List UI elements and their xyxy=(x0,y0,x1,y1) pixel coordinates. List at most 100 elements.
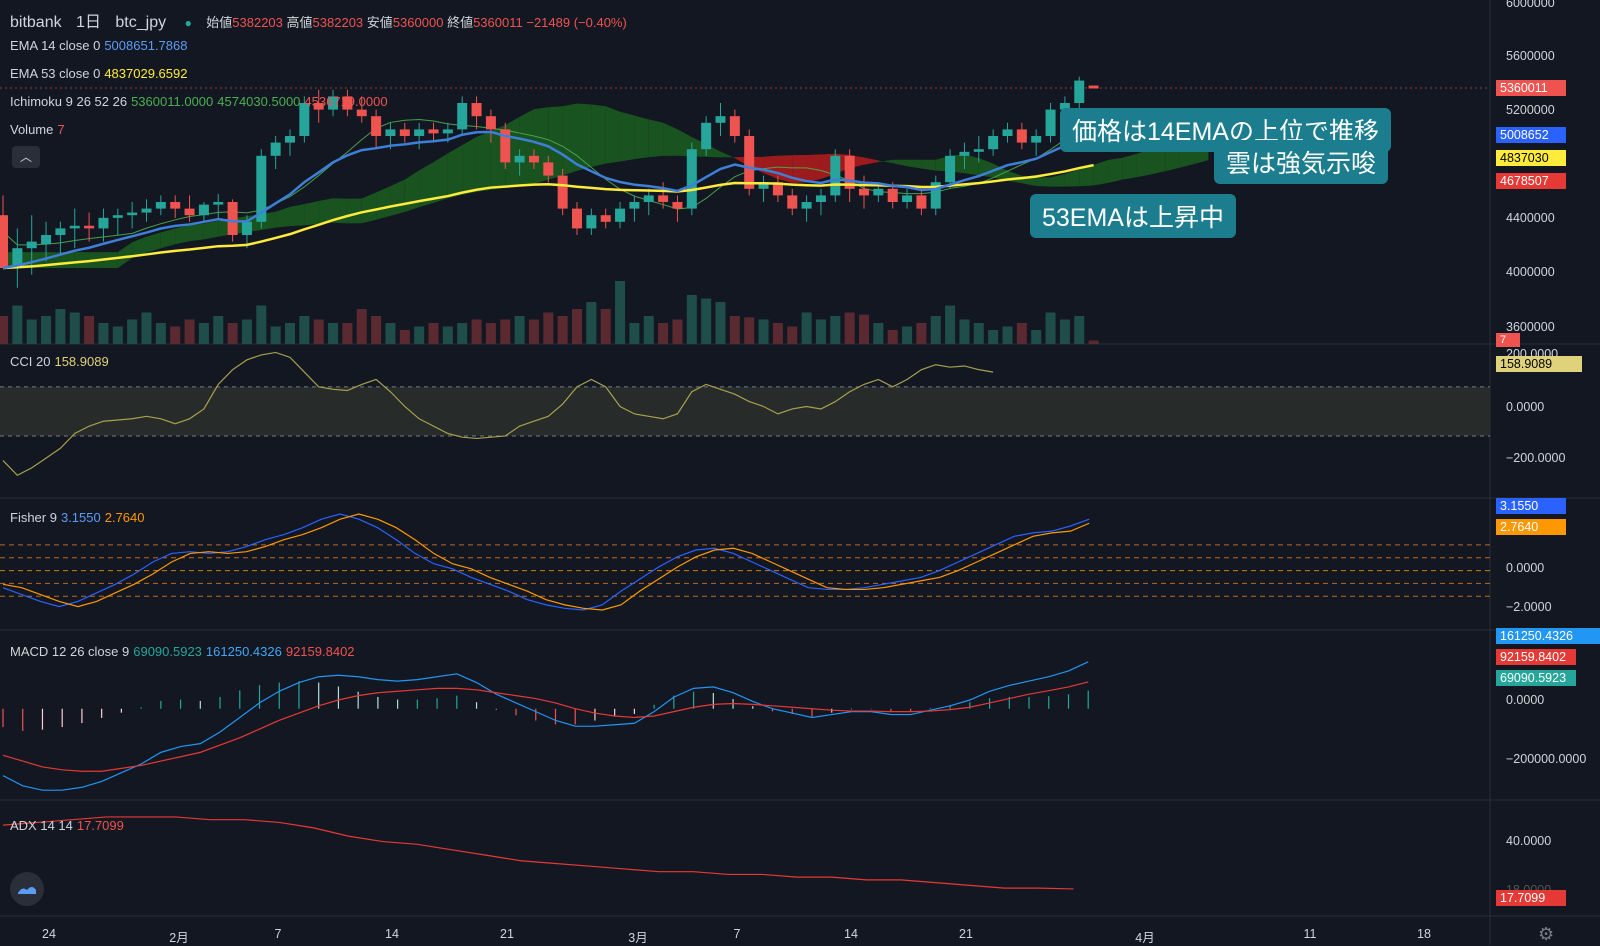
ichimoku-cloud-segment xyxy=(1122,153,1137,180)
collapse-legend-button[interactable]: ︿ xyxy=(12,146,40,168)
volume-bar xyxy=(686,295,697,344)
candle-body xyxy=(256,155,267,222)
ichimoku-cloud-segment xyxy=(1079,164,1094,187)
macd-signal-line xyxy=(2,681,1089,772)
time-axis-label: 2月 xyxy=(169,931,189,945)
time-axis-label: 11 xyxy=(1303,927,1317,941)
cci-band xyxy=(0,386,1490,436)
legend-ema14[interactable]: EMA 14 close 0 5008651.7868 xyxy=(10,38,188,53)
candle-body xyxy=(457,103,468,130)
ichimoku-cloud-segment xyxy=(577,103,592,171)
ichimoku-cloud-segment xyxy=(189,223,204,242)
volume-bar xyxy=(170,326,181,344)
volume-bar xyxy=(184,319,195,344)
legend-ema53[interactable]: EMA 53 close 0 4837029.6592 xyxy=(10,66,188,81)
symbol-name[interactable]: btc_jpy xyxy=(115,14,167,31)
time-axis-label: 18 xyxy=(1417,927,1431,941)
volume-bar xyxy=(701,298,712,344)
macd-line xyxy=(2,661,1089,791)
ichimoku-cloud-segment xyxy=(519,109,534,186)
candle-body xyxy=(170,202,181,209)
candle-body xyxy=(328,96,339,110)
candle-body xyxy=(902,195,913,202)
ichimoku-cloud-segment xyxy=(1064,169,1080,187)
market-status-icon: ● xyxy=(184,16,192,30)
volume-tag: 7 xyxy=(1496,333,1520,347)
candle-body xyxy=(1031,136,1042,143)
legend-ichimoku[interactable]: Ichimoku 9 26 52 26 5360011.0000 4574030.5… xyxy=(10,94,388,109)
fisher-trigger-line xyxy=(2,513,1090,611)
annotation-cloud-bullish[interactable]: 雲は強気示唆 xyxy=(1214,140,1389,184)
ichimoku-cloud-segment xyxy=(1107,157,1123,183)
candle-body xyxy=(1059,103,1070,110)
candle-body xyxy=(715,116,726,123)
candle-body xyxy=(930,182,941,209)
macd-signal-tag: 92159.8402 xyxy=(1496,649,1576,665)
volume-bar xyxy=(414,326,425,344)
candle-body xyxy=(1002,129,1013,136)
ichimoku-cloud-segment xyxy=(419,162,434,208)
fisher-value-tag: 3.1550 xyxy=(1496,498,1566,514)
ichimoku-cloud-segment xyxy=(864,157,879,165)
tradingview-logo-icon[interactable] xyxy=(10,872,44,906)
cci-value-tag: 158.9089 xyxy=(1496,356,1582,372)
adx-value-tag: 17.7099 xyxy=(1496,890,1566,906)
ichimoku-cloud-segment xyxy=(562,103,577,176)
volume-bar xyxy=(241,319,252,344)
ichimoku-cloud-segment xyxy=(318,198,334,224)
candle-body xyxy=(1045,109,1056,136)
candle-body xyxy=(371,116,382,136)
annotation-ema53-rising[interactable]: 53EMAは上昇中 xyxy=(1030,194,1236,238)
volume-bar xyxy=(428,323,439,344)
candle-body xyxy=(629,202,640,209)
volume-bar xyxy=(859,314,869,344)
volume-bar xyxy=(815,319,826,344)
legend-adx[interactable]: ADX 14 14 17.7099 xyxy=(10,818,124,833)
candle-body xyxy=(615,208,626,222)
volume-bar xyxy=(1074,316,1085,344)
fisher-line xyxy=(2,513,1090,611)
volume-bar xyxy=(557,316,568,344)
ichimoku-cloud-segment xyxy=(792,155,807,183)
volume-bar xyxy=(844,312,855,344)
candle-body xyxy=(285,136,295,143)
adx-axis-label: 40.0000 xyxy=(1506,834,1552,848)
volume-bar xyxy=(141,312,152,344)
legend-volume[interactable]: Volume 7 xyxy=(10,122,65,137)
legend-cci[interactable]: CCI 20 158.9089 xyxy=(10,354,109,369)
candle-body xyxy=(686,149,697,209)
volume-bar xyxy=(471,319,482,344)
volume-bar xyxy=(930,316,941,344)
candle-body xyxy=(485,116,496,130)
ichimoku-cloud-segment xyxy=(290,204,305,227)
ichimoku-cloud-segment xyxy=(74,252,90,268)
volume-bar xyxy=(342,323,353,344)
candle-body xyxy=(69,225,80,229)
adx-pane xyxy=(2,816,1074,890)
ichimoku-cloud-segment xyxy=(203,220,219,240)
legend-macd[interactable]: MACD 12 26 close 9 69090.5923 161250.4326 9… xyxy=(10,644,355,659)
candle-body xyxy=(959,151,970,156)
fisher-trigger-tag: 2.7640 xyxy=(1496,519,1566,535)
candle-body xyxy=(41,235,52,245)
ichimoku-cloud-segment xyxy=(304,201,319,226)
legend-fisher[interactable]: Fisher 9 3.1550 2.7640 xyxy=(10,510,145,525)
candle-body xyxy=(543,162,554,176)
volume-bar xyxy=(485,323,496,344)
volume-bar xyxy=(299,316,310,344)
candle-body xyxy=(859,188,869,196)
candle-body xyxy=(801,202,812,209)
interval-label[interactable]: 1日 xyxy=(76,14,101,31)
settings-gear-icon[interactable]: ⚙ xyxy=(1538,924,1555,944)
volume-bar xyxy=(772,323,783,344)
volume-bar xyxy=(256,305,267,344)
volume-bar xyxy=(1002,326,1013,344)
volume-bar xyxy=(41,316,52,344)
candle-body xyxy=(887,188,898,202)
candle-body xyxy=(414,129,425,136)
exchange-name[interactable]: bitbank xyxy=(10,14,62,31)
volume-bar xyxy=(442,326,453,344)
candle-body xyxy=(270,142,281,156)
candle-body xyxy=(528,155,539,163)
cci-axis-label: −200.0000 xyxy=(1506,451,1566,465)
